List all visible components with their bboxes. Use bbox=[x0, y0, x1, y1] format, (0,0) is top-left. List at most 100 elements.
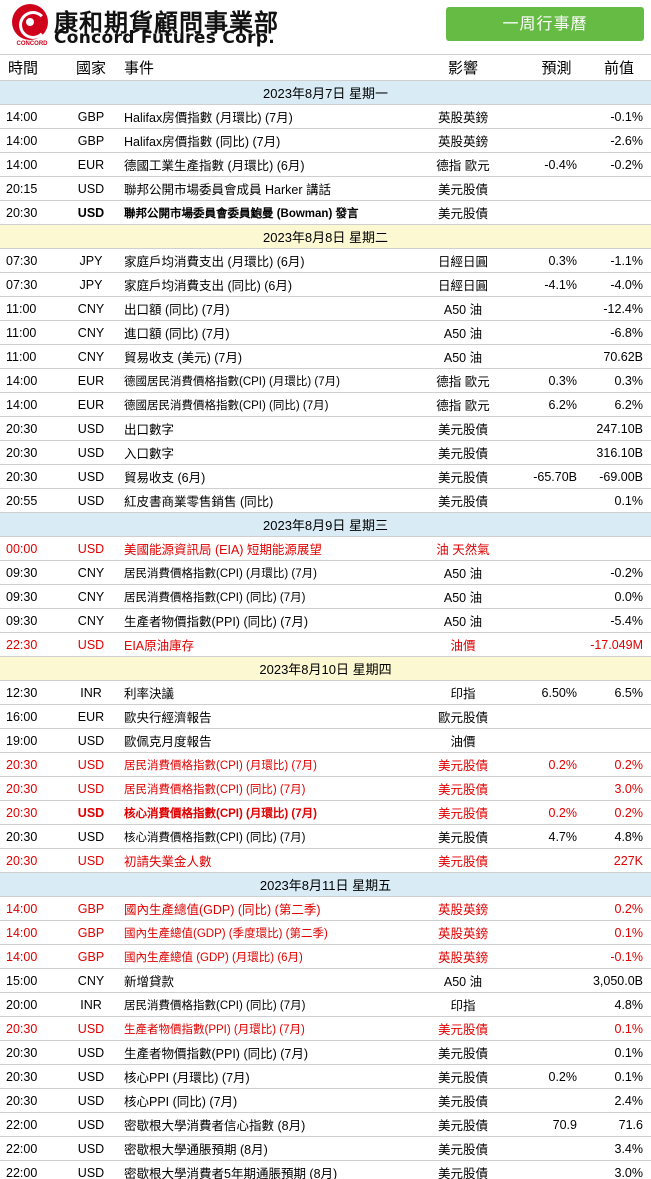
cell-country: GBP bbox=[77, 133, 105, 148]
cell-forecast: 0.2% bbox=[548, 757, 578, 772]
cell-time: 20:30 bbox=[6, 1093, 38, 1108]
day-header-row: 2023年8月8日 星期二 bbox=[0, 225, 651, 249]
cell-country: CNY bbox=[77, 301, 105, 316]
cell-previous: 3.4% bbox=[614, 1141, 644, 1156]
cell-previous: -5.4% bbox=[610, 613, 643, 628]
brand-name-zh: 康和期貨顧問事業部 bbox=[54, 9, 279, 37]
cell-country: USD bbox=[77, 1141, 105, 1156]
cell-impact: 美元股債 bbox=[437, 495, 488, 509]
cell-country: USD bbox=[77, 733, 105, 748]
table-row: 20:15 USD 聯邦公開市場委員會成員 Harker 講話 美元股債 bbox=[0, 177, 651, 201]
table-row: 20:30 USD 入口數字 美元股債 316.10B bbox=[0, 441, 651, 465]
cell-time: 12:30 bbox=[6, 685, 38, 700]
table-row: 14:00 GBP 國內生產總值(GDP) (同比) (第二季) 英股英鎊 0.2% bbox=[0, 897, 651, 921]
cell-impact: 美元股債 bbox=[437, 1119, 488, 1133]
cell-forecast: 0.3% bbox=[548, 373, 578, 388]
cell-country: USD bbox=[77, 805, 105, 820]
cell-forecast: 0.3% bbox=[548, 253, 578, 268]
cell-country: GBP bbox=[77, 109, 105, 124]
brand-name-en: Concord Futures Corp. bbox=[54, 28, 275, 48]
cell-impact: A50 油 bbox=[443, 591, 483, 605]
cell-impact: 美元股債 bbox=[437, 1023, 488, 1037]
table-row: 14:00 EUR 德國工業生產指數 (月環比) (6月) 德指 歐元 -0.4% -0.… bbox=[0, 153, 651, 177]
cell-country: INR bbox=[80, 997, 102, 1012]
table-row: 14:00 GBP 國內生產總值 (GDP) (月環比) (6月) 英股英鎊 -0.1% bbox=[0, 945, 651, 969]
table-row: 22:00 USD 密歇根大學消費者信心指數 (8月) 美元股債 70.9 71.6 bbox=[0, 1113, 651, 1137]
cell-time: 20:55 bbox=[6, 493, 38, 508]
cell-event: 紅皮書商業零售銷售 (同比) bbox=[124, 495, 274, 509]
cell-event: 密歇根大學消費者5年期通脹預期 (8月) bbox=[124, 1167, 338, 1179]
table-row: 20:30 USD 聯邦公開市場委員會委員鮑曼 (Bowman) 發言 美元股債 bbox=[0, 201, 651, 225]
table-row: 19:00 USD 歐佩克月度報告 油價 bbox=[0, 729, 651, 753]
cell-time: 11:00 bbox=[6, 349, 37, 364]
cell-impact: 日經日圓 bbox=[437, 255, 488, 269]
cell-country: EUR bbox=[77, 157, 105, 172]
table-row: 20:30 USD 貿易收支 (6月) 美元股債 -65.70B -69.00B bbox=[0, 465, 651, 489]
column-header-forecast: 預測 bbox=[541, 59, 572, 77]
cell-previous: 227K bbox=[613, 853, 643, 868]
cell-previous: 4.8% bbox=[614, 997, 644, 1012]
cell-previous: 0.3% bbox=[614, 373, 644, 388]
day-header-row: 2023年8月7日 星期一 bbox=[0, 81, 651, 105]
cell-event: 新增貸款 bbox=[124, 975, 175, 989]
cell-time: 20:30 bbox=[6, 469, 38, 484]
cell-previous: 0.0% bbox=[614, 589, 644, 604]
cell-impact: 英股英鎊 bbox=[437, 951, 488, 965]
column-header-impact: 影響 bbox=[447, 59, 478, 77]
cell-time: 20:15 bbox=[6, 181, 38, 196]
table-row: 14:00 EUR 德國居民消費價格指數(CPI) (同比) (7月) 德指 歐元 6.… bbox=[0, 393, 651, 417]
cell-time: 20:30 bbox=[6, 781, 38, 796]
weekly-calendar-button[interactable]: 一周行事曆 bbox=[446, 7, 644, 41]
cell-forecast: -0.4% bbox=[544, 157, 577, 172]
cell-time: 20:30 bbox=[6, 445, 38, 460]
table-row: 14:00 GBP Halifax房價指數 (月環比) (7月) 英股英鎊 -0.1% bbox=[0, 105, 651, 129]
cell-previous: 0.1% bbox=[614, 1069, 644, 1084]
cell-event: 歐佩克月度報告 bbox=[124, 735, 212, 749]
cell-impact: 印指 bbox=[450, 687, 476, 701]
table-row: 20:30 USD 核心消費價格指數(CPI) (同比) (7月) 美元股債 4.7% 4… bbox=[0, 825, 651, 849]
table-header: 時間 國家 事件 影響 預測 前值 bbox=[0, 55, 651, 81]
table-row: 20:30 USD 出口數字 美元股債 247.10B bbox=[0, 417, 651, 441]
cell-event: 貿易收支 (美元) (7月) bbox=[124, 351, 243, 365]
cell-impact: A50 油 bbox=[443, 975, 483, 989]
cell-country: USD bbox=[77, 181, 105, 196]
cell-previous: -0.1% bbox=[610, 949, 643, 964]
cell-event: 生產者物價指數(PPI) (月環比) (7月) bbox=[124, 1023, 305, 1036]
table-row: 14:00 GBP Halifax房價指數 (同比) (7月) 英股英鎊 -2.6% bbox=[0, 129, 651, 153]
cell-event: 家庭戶均消費支出 (月環比) (6月) bbox=[124, 255, 305, 269]
cell-event: 初請失業金人數 bbox=[124, 855, 212, 869]
cell-previous: 247.10B bbox=[596, 421, 643, 436]
table-row: 14:00 EUR 德國居民消費價格指數(CPI) (月環比) (7月) 德指 歐元 0… bbox=[0, 369, 651, 393]
cell-time: 14:00 bbox=[6, 157, 38, 172]
logo-text: CONCORD bbox=[16, 41, 48, 47]
table-row: 11:00 CNY 貿易收支 (美元) (7月) A50 油 70.62B bbox=[0, 345, 651, 369]
cell-time: 14:00 bbox=[6, 109, 38, 124]
cell-previous: -0.1% bbox=[610, 109, 643, 124]
cell-previous: -69.00B bbox=[599, 469, 643, 484]
cell-previous: -4.0% bbox=[610, 277, 643, 292]
cell-impact: 德指 歐元 bbox=[436, 399, 490, 413]
cell-previous: -0.2% bbox=[610, 565, 643, 580]
cell-time: 09:30 bbox=[6, 589, 38, 604]
cell-time: 20:30 bbox=[6, 1021, 38, 1036]
cell-time: 07:30 bbox=[6, 277, 38, 292]
cell-country: GBP bbox=[77, 949, 105, 964]
cell-impact: 印指 bbox=[450, 999, 476, 1013]
cell-time: 15:00 bbox=[6, 973, 38, 988]
cell-time: 07:30 bbox=[6, 253, 38, 268]
cell-time: 14:00 bbox=[6, 373, 38, 388]
cell-country: USD bbox=[77, 1069, 105, 1084]
column-header-time: 時間 bbox=[8, 59, 39, 77]
table-row: 20:00 INR 居民消費價格指數(CPI) (同比) (7月) 印指 4.8% bbox=[0, 993, 651, 1017]
cell-forecast: 4.7% bbox=[548, 829, 578, 844]
cell-impact: 油價 bbox=[450, 639, 476, 653]
cell-country: USD bbox=[77, 1045, 105, 1060]
cell-country: USD bbox=[77, 757, 105, 772]
cell-impact: 英股英鎊 bbox=[437, 135, 488, 149]
cell-event: 生產者物價指數(PPI) (同比) (7月) bbox=[124, 615, 309, 629]
cell-previous: 70.62B bbox=[603, 349, 643, 364]
cell-time: 20:30 bbox=[6, 853, 38, 868]
cell-event: 核心消費價格指數(CPI) (同比) (7月) bbox=[124, 831, 306, 844]
cell-impact: 美元股債 bbox=[437, 783, 488, 797]
cell-country: JPY bbox=[79, 253, 103, 268]
